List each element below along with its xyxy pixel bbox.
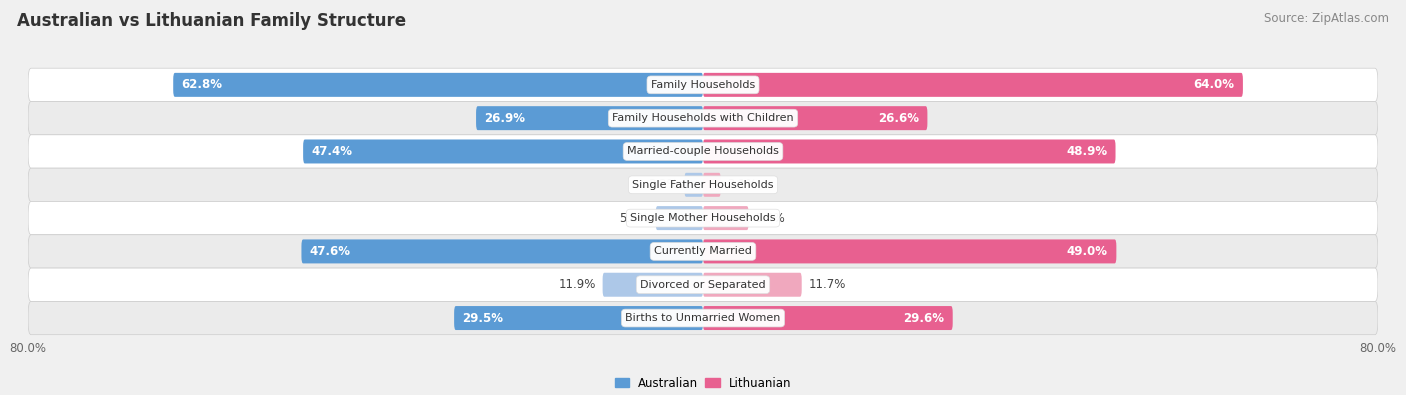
FancyBboxPatch shape	[173, 73, 703, 97]
Text: Births to Unmarried Women: Births to Unmarried Women	[626, 313, 780, 323]
Text: Single Mother Households: Single Mother Households	[630, 213, 776, 223]
Text: 5.6%: 5.6%	[619, 212, 650, 225]
Text: 26.6%: 26.6%	[877, 112, 920, 125]
Text: Family Households with Children: Family Households with Children	[612, 113, 794, 123]
FancyBboxPatch shape	[28, 268, 1378, 301]
FancyBboxPatch shape	[703, 106, 928, 130]
FancyBboxPatch shape	[703, 173, 721, 197]
Legend: Australian, Lithuanian: Australian, Lithuanian	[610, 372, 796, 395]
Text: 47.4%: 47.4%	[312, 145, 353, 158]
Text: 47.6%: 47.6%	[309, 245, 352, 258]
Text: Australian vs Lithuanian Family Structure: Australian vs Lithuanian Family Structur…	[17, 12, 406, 30]
FancyBboxPatch shape	[301, 239, 703, 263]
FancyBboxPatch shape	[703, 139, 1115, 164]
Text: 11.9%: 11.9%	[558, 278, 596, 291]
FancyBboxPatch shape	[703, 306, 953, 330]
FancyBboxPatch shape	[703, 73, 1243, 97]
Text: 2.2%: 2.2%	[648, 178, 678, 191]
FancyBboxPatch shape	[685, 173, 703, 197]
Text: Single Father Households: Single Father Households	[633, 180, 773, 190]
Text: 29.6%: 29.6%	[903, 312, 945, 325]
Text: 26.9%: 26.9%	[485, 112, 526, 125]
Text: 62.8%: 62.8%	[181, 78, 222, 91]
FancyBboxPatch shape	[454, 306, 703, 330]
Text: Family Households: Family Households	[651, 80, 755, 90]
Text: 49.0%: 49.0%	[1067, 245, 1108, 258]
FancyBboxPatch shape	[703, 206, 748, 230]
Text: 48.9%: 48.9%	[1066, 145, 1107, 158]
FancyBboxPatch shape	[28, 301, 1378, 335]
FancyBboxPatch shape	[703, 273, 801, 297]
FancyBboxPatch shape	[28, 201, 1378, 235]
FancyBboxPatch shape	[28, 235, 1378, 268]
FancyBboxPatch shape	[603, 273, 703, 297]
Text: 5.4%: 5.4%	[755, 212, 785, 225]
Text: Source: ZipAtlas.com: Source: ZipAtlas.com	[1264, 12, 1389, 25]
FancyBboxPatch shape	[304, 139, 703, 164]
Text: 11.7%: 11.7%	[808, 278, 846, 291]
FancyBboxPatch shape	[703, 239, 1116, 263]
FancyBboxPatch shape	[28, 68, 1378, 102]
Text: 2.1%: 2.1%	[727, 178, 758, 191]
FancyBboxPatch shape	[28, 135, 1378, 168]
Text: 29.5%: 29.5%	[463, 312, 503, 325]
Text: 64.0%: 64.0%	[1194, 78, 1234, 91]
Text: Divorced or Separated: Divorced or Separated	[640, 280, 766, 290]
Text: Currently Married: Currently Married	[654, 246, 752, 256]
FancyBboxPatch shape	[655, 206, 703, 230]
FancyBboxPatch shape	[477, 106, 703, 130]
FancyBboxPatch shape	[28, 102, 1378, 135]
FancyBboxPatch shape	[28, 168, 1378, 201]
Text: Married-couple Households: Married-couple Households	[627, 147, 779, 156]
